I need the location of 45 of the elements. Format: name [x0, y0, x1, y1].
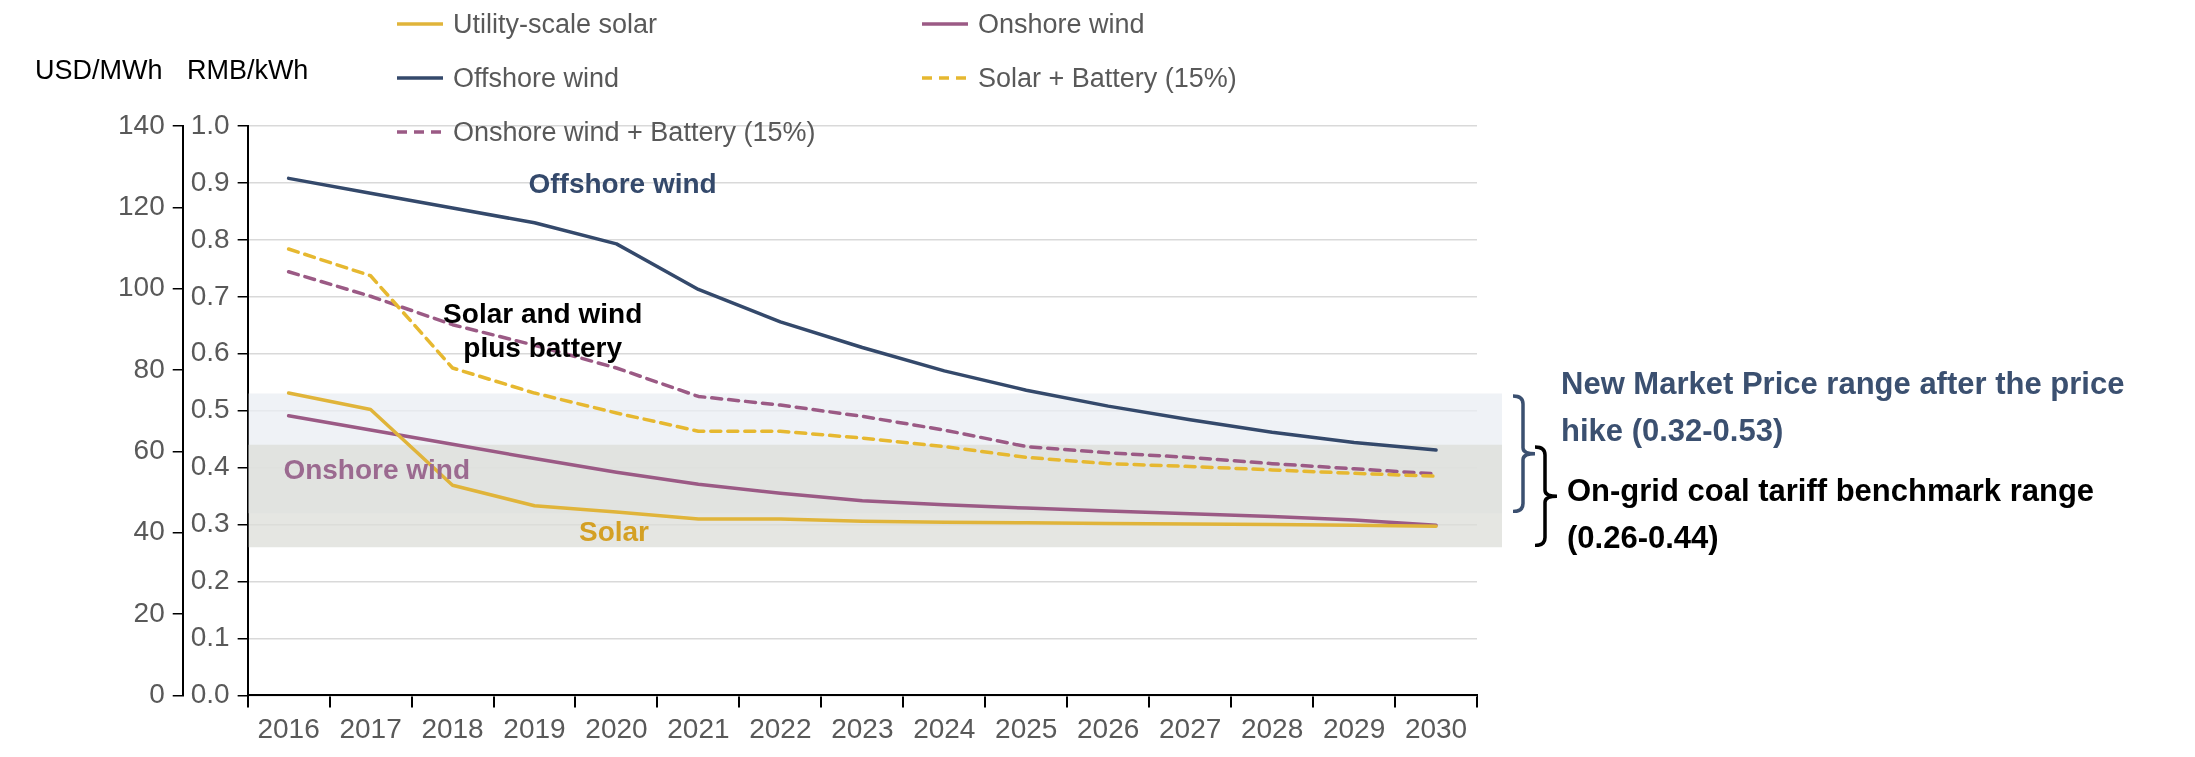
y-tick-label: 0.2 — [190, 564, 230, 596]
x-tick-label: 2027 — [1159, 712, 1222, 744]
y-tick-label: 0.7 — [190, 279, 230, 311]
x-tick-label: 2021 — [667, 712, 730, 744]
y2-tick-label: 40 — [133, 515, 165, 547]
y2-tick-label: 20 — [133, 596, 165, 628]
x-tick-label: 2026 — [1077, 712, 1140, 744]
x-tick-label: 2022 — [749, 712, 812, 744]
x-tick-label: 2020 — [585, 712, 648, 744]
x-tick-label: 2018 — [421, 712, 484, 744]
y-tick-label: 0.5 — [190, 393, 230, 425]
y-tick-label: 0.6 — [190, 336, 230, 368]
y-tick-label: 0.0 — [190, 678, 230, 710]
y-tick-label: 0.4 — [190, 450, 230, 482]
y2-tick-label: 80 — [133, 352, 165, 384]
x-tick-label: 2016 — [257, 712, 320, 744]
band-label: New Market Price range after the price hike (0.32-0.53) — [1561, 366, 2125, 449]
x-tick-label: 2023 — [831, 712, 894, 744]
annotation: Solar — [578, 515, 650, 547]
y-tick-label: 0.1 — [190, 621, 230, 653]
y2-axis-title: USD/MWh — [34, 55, 163, 86]
y2-tick-label: 120 — [118, 190, 165, 222]
y-tick-label: 0.9 — [190, 165, 230, 197]
legend-label: Onshore wind + Battery (15%) — [453, 116, 816, 148]
y2-tick-label: 140 — [118, 108, 165, 140]
y-tick-label: 0.8 — [190, 222, 230, 254]
y2-tick-label: 60 — [133, 434, 165, 466]
annotation: Offshore wind — [528, 167, 717, 199]
y-tick-label: 0.3 — [190, 507, 230, 539]
legend-label: Utility-scale solar — [453, 8, 658, 40]
y-axis-title: RMB/kWh — [186, 55, 309, 86]
legend-label: Offshore wind — [453, 62, 620, 94]
x-tick-label: 2019 — [503, 712, 566, 744]
band-label: On-grid coal tariff benchmark range (0.26-0.44) — [1567, 472, 2095, 555]
legend-label: Onshore wind — [978, 8, 1145, 40]
x-tick-label: 2017 — [339, 712, 402, 744]
x-tick-label: 2024 — [913, 712, 976, 744]
y2-tick-label: 100 — [118, 271, 165, 303]
x-tick-label: 2030 — [1404, 712, 1468, 744]
legend-label: Solar + Battery (15%) — [978, 62, 1237, 94]
y2-tick-label: 0 — [149, 678, 165, 710]
x-tick-label: 2025 — [995, 712, 1058, 744]
y-tick-label: 1.0 — [190, 108, 230, 140]
x-tick-label: 2029 — [1322, 712, 1386, 744]
x-tick-label: 2028 — [1240, 712, 1304, 744]
